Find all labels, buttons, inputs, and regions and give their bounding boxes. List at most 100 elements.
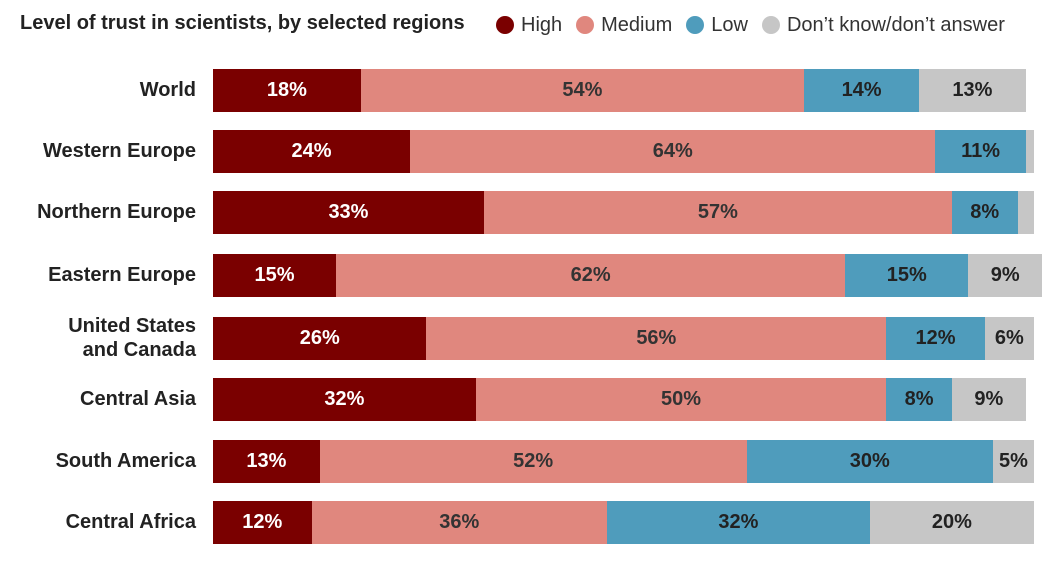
legend-label: High	[521, 13, 563, 36]
category-label-line: World	[139, 78, 196, 101]
bar-segment	[426, 317, 887, 360]
category-label-line: South America	[55, 449, 196, 472]
category-label-line: Northern Europe	[37, 200, 196, 223]
bar-segment	[213, 317, 427, 360]
data-label: 36%	[439, 511, 480, 533]
legend-label: Low	[711, 13, 748, 36]
bar-row: 24% 64% 11%	[213, 130, 1034, 173]
data-label: 13%	[952, 79, 993, 101]
bar-segment	[951, 191, 1018, 234]
data-label: 9%	[990, 264, 1020, 286]
bar-segment	[360, 69, 805, 112]
bar-segment	[311, 501, 608, 544]
bar-row: 15% 62% 15% 9%	[213, 254, 1043, 297]
legend-swatch	[686, 16, 705, 34]
category-label: Central Asia	[0, 387, 196, 411]
bar-segment	[886, 378, 952, 421]
data-label: 20%	[931, 511, 972, 533]
bar-segment	[804, 69, 920, 112]
data-label: 9%	[974, 388, 1004, 410]
bar-segment	[213, 130, 411, 173]
chart-title: Level of trust in scientists, by selecte…	[20, 12, 465, 34]
bar-row: 13% 52% 30% 5%	[213, 440, 1034, 483]
category-label: Eastern Europe	[0, 263, 196, 287]
legend-label: Don’t know/don’t answer	[786, 13, 1005, 36]
category-label-line: Central Asia	[80, 387, 196, 410]
bar-segment	[869, 501, 1034, 544]
legend-item: Low	[686, 14, 748, 37]
data-label: 54%	[562, 79, 603, 101]
bar-row: 32% 50% 8% 9%	[213, 378, 1034, 421]
bar-segment	[475, 378, 887, 421]
category-label: Northern Europe	[0, 200, 196, 224]
data-label: 26%	[299, 327, 340, 349]
legend-swatch	[761, 16, 780, 34]
data-label: 13%	[246, 450, 287, 472]
category-label: Central Africa	[0, 510, 196, 534]
data-label: 8%	[970, 201, 1000, 223]
data-label: 5%	[999, 450, 1028, 472]
data-label: 33%	[328, 201, 369, 223]
data-label: 64%	[652, 140, 693, 162]
bar-segment	[992, 440, 1034, 483]
bar-segment	[1017, 191, 1034, 234]
bar-segment	[213, 69, 361, 112]
category-label-line: and Canada	[82, 338, 196, 361]
data-label: 18%	[266, 79, 307, 101]
data-label: 30%	[849, 450, 890, 472]
bar-segment	[336, 254, 846, 297]
bar-segment	[968, 254, 1043, 297]
bar-segment	[919, 69, 1026, 112]
bar-segment	[319, 440, 747, 483]
data-label: 62%	[570, 264, 611, 286]
data-label: 15%	[254, 264, 295, 286]
legend-label: Medium	[601, 13, 673, 36]
bar-segment	[951, 378, 1026, 421]
legend-swatch	[496, 16, 514, 34]
chart-legend: High Medium Low Don’t know/don’t answer	[496, 12, 1019, 38]
bar-row: 12% 36% 32% 20%	[213, 501, 1034, 544]
bar-segment	[984, 317, 1034, 360]
legend-item: High	[496, 14, 562, 37]
bar-segment	[483, 191, 952, 234]
data-label: 32%	[718, 511, 759, 533]
category-label-line: Western Europe	[43, 139, 196, 162]
category-label-line: United States	[68, 314, 196, 337]
data-label: 24%	[291, 140, 332, 162]
category-label-line: Eastern Europe	[48, 263, 196, 286]
bar-segment	[886, 317, 985, 360]
data-label: 56%	[636, 327, 677, 349]
bar-segment	[845, 254, 969, 297]
category-label: World	[0, 78, 196, 102]
data-label: 32%	[324, 388, 365, 410]
legend-swatch	[576, 16, 595, 34]
data-label: 15%	[886, 264, 927, 286]
bar-segment	[213, 440, 320, 483]
data-label: 11%	[961, 140, 1001, 162]
bar-segment	[213, 378, 476, 421]
legend-item: Medium	[576, 14, 672, 37]
category-label: South America	[0, 449, 196, 473]
bar-segment	[213, 191, 484, 234]
data-label: 12%	[242, 511, 283, 533]
bar-segment	[746, 440, 993, 483]
bar-segment	[410, 130, 936, 173]
data-label: 50%	[660, 388, 701, 410]
category-label: United States and Canada	[0, 314, 196, 362]
bar-segment	[213, 501, 312, 544]
bar-segment	[213, 254, 337, 297]
bar-segment	[607, 501, 870, 544]
data-label: 8%	[904, 388, 934, 410]
data-label: 6%	[994, 327, 1024, 349]
data-label: 57%	[697, 201, 738, 223]
category-label: Western Europe	[0, 139, 196, 163]
data-label: 12%	[915, 327, 956, 349]
legend-item: Don’t know/don’t answer	[761, 13, 1005, 37]
data-label: 52%	[513, 450, 554, 472]
category-label-line: Central Africa	[65, 510, 196, 533]
bar-segment	[935, 130, 1026, 173]
data-label: 14%	[841, 79, 882, 101]
bar-row: 26% 56% 12% 6%	[213, 317, 1034, 360]
bar-row: 33% 57% 8%	[213, 191, 1034, 234]
